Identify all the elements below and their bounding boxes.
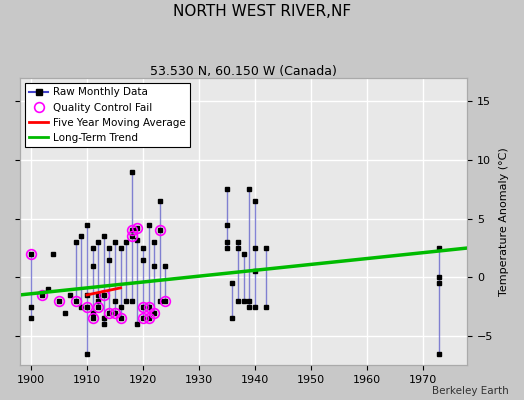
Title: 53.530 N, 60.150 W (Canada): 53.530 N, 60.150 W (Canada) <box>150 65 337 78</box>
Y-axis label: Temperature Anomaly (°C): Temperature Anomaly (°C) <box>499 147 509 296</box>
Text: Berkeley Earth: Berkeley Earth <box>432 386 508 396</box>
Legend: Raw Monthly Data, Quality Control Fail, Five Year Moving Average, Long-Term Tren: Raw Monthly Data, Quality Control Fail, … <box>25 83 190 147</box>
Text: NORTH WEST RIVER,NF: NORTH WEST RIVER,NF <box>173 4 351 19</box>
